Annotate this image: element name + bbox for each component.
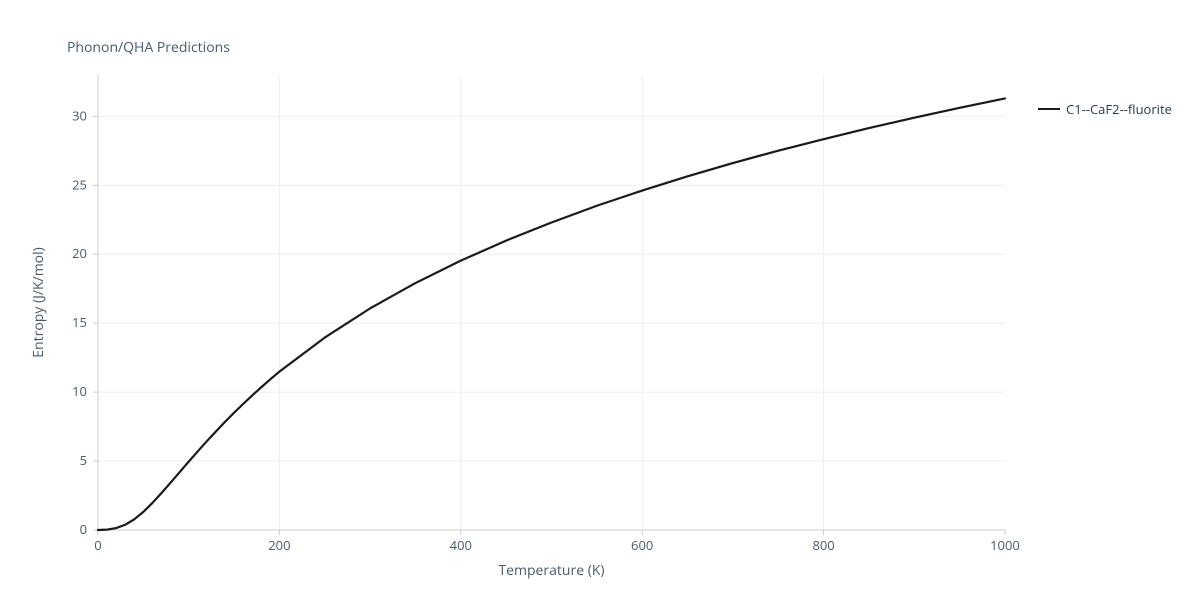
legend-label-0: C1--CaF2--fluorite	[1066, 100, 1172, 118]
y-axis-title: Entropy (J/K/mol)	[29, 247, 48, 358]
series-line-0	[98, 98, 1005, 530]
chart-container: Phonon/QHA Predictions 02004006008001000…	[0, 0, 1200, 600]
y-tick-label: 20	[72, 244, 87, 262]
y-tick-label: 5	[80, 451, 87, 469]
x-tick-label: 200	[268, 536, 290, 554]
x-tick-label: 0	[94, 536, 101, 554]
y-tick-label: 25	[72, 175, 87, 193]
legend-item-0[interactable]: C1--CaF2--fluorite	[1038, 100, 1172, 118]
legend-line-0	[1038, 108, 1060, 110]
chart-plot-svg: 0 200 400 600 800 1000 0 5 10 15 20 25 30 Temperature…	[0, 0, 1200, 600]
x-axis-title: Temperature (K)	[498, 561, 604, 580]
y-tick-label: 0	[80, 520, 87, 538]
x-tick-label: 1000	[990, 536, 1020, 554]
y-tick-label: 10	[72, 382, 87, 400]
y-tick-label: 15	[72, 313, 87, 331]
y-tick-label: 30	[72, 106, 87, 124]
x-tick-label: 400	[450, 536, 472, 554]
x-tick-label: 600	[631, 536, 653, 554]
x-tick-label: 800	[812, 536, 834, 554]
